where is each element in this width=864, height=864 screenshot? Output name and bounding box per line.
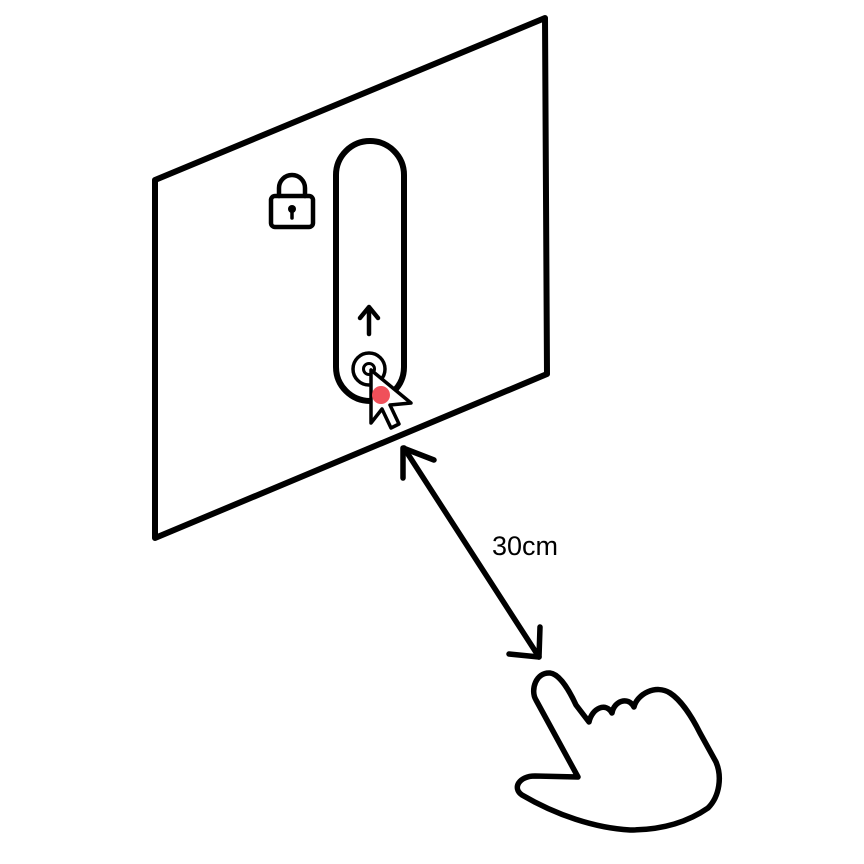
slider-track[interactable] [333,138,407,404]
screen-panel [152,15,550,541]
distance-label: 30cm [492,531,558,561]
cursor-arrow-icon [369,368,413,430]
arrow-up-icon [357,304,381,337]
pointing-hand-icon [514,670,723,833]
slider-thumb[interactable] [351,351,387,387]
double-headed-arrow-icon [400,445,543,660]
lock-icon [268,172,316,230]
touch-point [372,386,390,404]
